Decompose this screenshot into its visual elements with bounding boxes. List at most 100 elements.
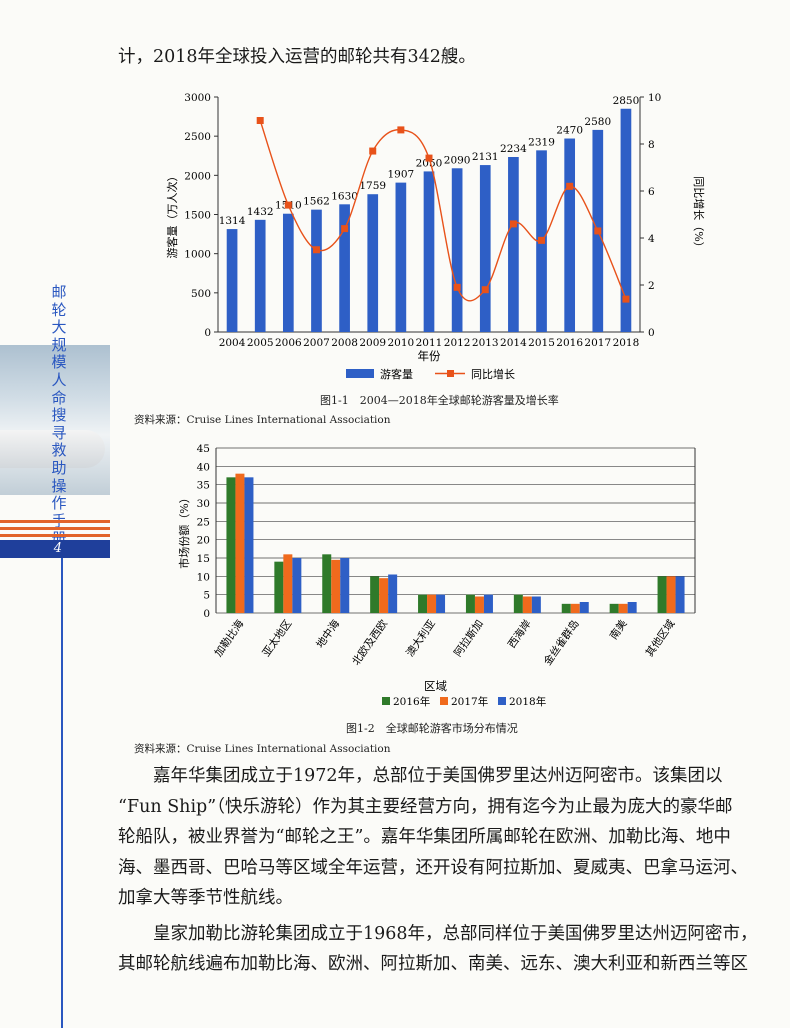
y-tick-label: 0 [204, 327, 211, 339]
bar [311, 209, 322, 332]
data-label: 2850 [613, 95, 640, 107]
chart-passenger-volume: 0 500 1000 1500 2000 2500 3000 0 2 4 6 8 10 1314 2004 1… [165, 92, 706, 381]
body-line: 其邮轮航线遍布加勒比海、欧洲、阿拉斯加、南美、远东、澳大利亚和新西兰等区 [118, 954, 748, 974]
y-tick-label: 10 [197, 571, 210, 583]
bar [451, 168, 463, 332]
bar [609, 603, 619, 613]
bar [561, 603, 571, 613]
y-tick-label: 1500 [184, 210, 211, 222]
bar [331, 559, 341, 613]
y2-tick-label: 8 [648, 139, 655, 151]
decor-stripe [0, 527, 110, 530]
legend-swatch [382, 697, 390, 705]
y-tick-label: 3000 [184, 92, 211, 104]
bar [479, 165, 491, 332]
bar [244, 477, 254, 613]
body-line: 嘉年华集团成立于1972年，总部位于美国佛罗里达州迈阿密市。该集团以 [118, 766, 723, 786]
x-tick-label: 金丝雀群岛 [541, 617, 582, 667]
legend-label: 游客量 [380, 367, 413, 381]
y-tick-label: 45 [197, 443, 210, 455]
body-line: 海、墨西哥、巴哈马等区域全年运营，还开设有阿拉斯加、夏威夷、巴拿马运河、 [118, 857, 748, 878]
bar [618, 603, 628, 613]
body-text: 嘉年华集团成立于1972年，总部位于美国佛罗里达州迈阿密市。该集团以 “Fun … [118, 761, 758, 980]
bar [522, 596, 532, 613]
y-tick-label: 0 [203, 608, 210, 620]
x-axis-title: 区域 [424, 679, 447, 693]
data-label: 2131 [472, 151, 499, 163]
bar [226, 229, 238, 332]
x-tick-label: 2013 [472, 337, 499, 349]
legend-label: 2016年 [393, 695, 430, 708]
bar [675, 576, 685, 613]
bar [235, 473, 245, 613]
x-tick-label: 2011 [416, 337, 443, 349]
x-tick-label: 2016 [556, 337, 583, 349]
data-label: 1314 [219, 215, 246, 227]
figure2-source: 资料来源：Cruise Lines International Associat… [134, 743, 391, 755]
x-tick-label: 加勒比海 [212, 617, 247, 659]
y-tick-label: 2500 [184, 131, 211, 143]
data-label: 1759 [359, 180, 386, 192]
data-label: 1562 [303, 196, 330, 208]
x-axis-title: 年份 [418, 349, 441, 363]
growth-point [256, 117, 264, 124]
y-tick-label: 20 [197, 535, 210, 547]
bar [627, 602, 637, 613]
x-tick-label: 澳大利亚 [403, 617, 438, 659]
ship-hull-image [0, 430, 105, 468]
bar [620, 108, 632, 332]
bar [370, 576, 380, 613]
bar [282, 213, 294, 332]
bar [418, 594, 428, 613]
growth-point [453, 283, 461, 291]
y-tick-label: 30 [197, 498, 210, 510]
legend-swatch-marker [447, 370, 454, 377]
bar [531, 596, 541, 613]
cruise-ship-image [0, 345, 110, 495]
bar [340, 558, 350, 613]
bar [423, 171, 435, 332]
x-tick-label: 2018 [613, 337, 640, 349]
bar [508, 157, 519, 332]
bar [657, 576, 667, 613]
bar [367, 194, 379, 332]
growth-point [369, 147, 377, 155]
y-tick-label: 25 [197, 516, 210, 528]
bar [388, 574, 398, 613]
decor-stripe [0, 534, 110, 537]
growth-point [509, 220, 517, 228]
figure1-source: 资料来源：Cruise Lines International Associat… [134, 414, 391, 426]
legend-label: 2017年 [451, 695, 488, 708]
x-tick-label: 阿拉斯加 [451, 617, 486, 659]
growth-point [284, 201, 292, 209]
bar [254, 219, 266, 332]
bar [283, 554, 293, 613]
x-tick-label: 2017 [584, 337, 611, 349]
legend-swatch [498, 697, 506, 705]
growth-point [566, 182, 574, 190]
data-label: 2090 [444, 154, 471, 166]
y-tick-label: 15 [197, 553, 210, 565]
growth-point [538, 236, 546, 244]
y2-axis-title: 同比增长（%） [692, 176, 706, 252]
bar [564, 138, 576, 332]
chart-market-share: 0 5 10 15 20 25 30 35 40 45 加勒比海 亚太地区 地中海 北欧及西欧 澳大利亚 阿拉… [177, 443, 696, 708]
x-tick-label: 2012 [444, 337, 471, 349]
y-tick-label: 5 [203, 590, 210, 602]
legend-label: 同比增长 [471, 367, 515, 381]
bar [226, 477, 236, 613]
bar [292, 558, 302, 613]
bar [483, 594, 493, 613]
x-tick-label: 2005 [247, 337, 274, 349]
growth-point [594, 227, 602, 235]
legend-label: 2018年 [509, 695, 546, 708]
bar [666, 576, 676, 613]
y-tick-label: 40 [197, 461, 210, 473]
data-label: 1630 [331, 190, 358, 202]
top-text-line: 计，2018年全球投入运营的邮轮共有342艘。 [118, 47, 476, 67]
x-tick-label: 2004 [219, 337, 246, 349]
y2-tick-label: 0 [648, 327, 655, 339]
data-label: 2470 [556, 125, 583, 137]
data-label: 1907 [387, 169, 414, 181]
x-tick-label: 2014 [500, 337, 527, 349]
